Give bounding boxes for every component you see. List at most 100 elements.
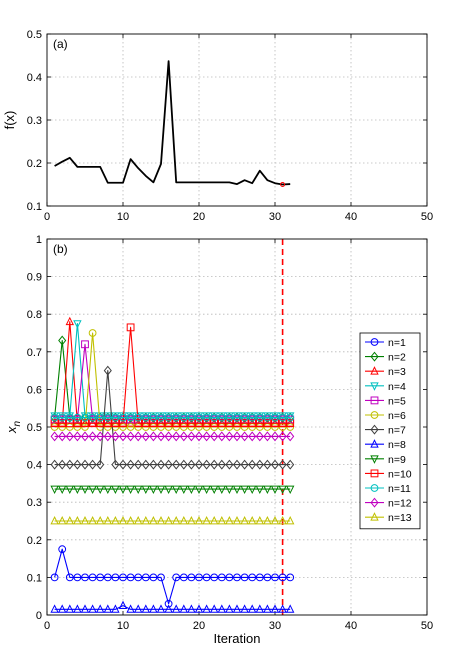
axes-frame <box>46 238 428 616</box>
y-tick-label: 0.2 <box>27 158 42 170</box>
data-point <box>187 431 196 442</box>
data-point <box>263 413 272 422</box>
data-point <box>278 573 287 582</box>
data-point <box>263 515 272 525</box>
data-point <box>217 515 227 525</box>
data-point <box>187 573 196 582</box>
data-point <box>149 413 158 422</box>
data-point <box>225 604 234 613</box>
data-point <box>225 413 234 422</box>
data-point <box>141 419 150 428</box>
x-tick-label: 40 <box>345 211 357 223</box>
data-point <box>81 419 89 428</box>
data-point <box>195 419 203 428</box>
panel-label-b: (b) <box>53 242 68 256</box>
y-tick-label: 0.2 <box>27 535 42 547</box>
data-point <box>126 323 135 332</box>
data-point <box>73 604 82 613</box>
legend-label: n=12 <box>388 498 412 510</box>
legend-label: n=6 <box>388 410 406 422</box>
data-point <box>157 419 165 428</box>
data-point <box>65 316 75 326</box>
data-point <box>65 413 74 422</box>
data-point <box>80 431 90 442</box>
data-point <box>58 459 67 470</box>
legend-label: n=4 <box>388 381 406 393</box>
data-point <box>278 485 287 495</box>
data-point <box>50 604 59 613</box>
data-point <box>88 419 97 428</box>
data-point <box>149 573 158 582</box>
data-point <box>217 431 226 442</box>
legend-marker <box>370 351 379 362</box>
data-point <box>217 573 226 582</box>
series-n=10 <box>50 323 295 428</box>
series-n=9 <box>50 485 295 495</box>
data-point <box>179 485 189 495</box>
data-point <box>141 459 150 470</box>
data-point <box>80 412 90 421</box>
y-tick-label: 0.6 <box>27 384 42 396</box>
data-point <box>210 431 219 442</box>
data-point <box>248 419 257 428</box>
data-point <box>65 485 75 495</box>
data-point <box>217 459 226 470</box>
data-point <box>133 515 143 525</box>
data-point <box>248 431 257 442</box>
data-point <box>195 413 203 422</box>
data-point <box>187 485 196 495</box>
legend-item: n=6 <box>365 410 406 422</box>
data-point <box>172 573 181 582</box>
data-point <box>96 413 105 422</box>
data-point <box>172 413 181 422</box>
data-point <box>65 459 74 470</box>
data-point <box>202 485 211 495</box>
y-axis-label-b: xn <box>4 421 23 435</box>
y-tick-label: 0.1 <box>27 201 42 213</box>
data-point <box>50 573 59 582</box>
data-point <box>80 515 90 525</box>
data-point <box>149 431 158 442</box>
legend-marker <box>370 455 379 464</box>
data-point <box>119 413 127 422</box>
legend-label: n=2 <box>388 352 406 364</box>
data-point <box>50 459 59 470</box>
legend-box <box>359 332 421 530</box>
data-point <box>133 604 143 613</box>
data-point <box>118 459 128 470</box>
data-point <box>171 604 181 613</box>
data-point <box>164 485 173 495</box>
data-point <box>172 431 181 442</box>
data-point <box>225 573 234 582</box>
series-line <box>54 548 291 605</box>
legend-item: n=2 <box>365 352 406 364</box>
x-tick-label: 10 <box>117 620 129 632</box>
data-point <box>80 459 90 470</box>
data-point <box>80 604 90 613</box>
y-tick-label: 0.5 <box>27 29 42 41</box>
data-point <box>118 485 128 495</box>
data-point <box>179 413 188 422</box>
data-point <box>202 431 211 442</box>
data-point <box>286 573 295 582</box>
data-point <box>171 485 181 495</box>
data-point <box>263 573 272 582</box>
legend-marker <box>370 382 379 391</box>
data-point <box>255 515 265 525</box>
data-point <box>270 604 280 613</box>
data-point <box>194 459 204 470</box>
data-point <box>81 413 89 422</box>
data-point <box>187 419 196 428</box>
data-point <box>126 573 135 582</box>
x-tick-label: 20 <box>193 620 205 632</box>
panel-label-a: (a) <box>53 37 68 51</box>
data-point <box>232 604 242 613</box>
data-point <box>164 604 173 613</box>
data-point <box>65 515 75 525</box>
data-point <box>255 604 265 613</box>
data-point <box>210 413 219 422</box>
series-n=11 <box>50 413 295 422</box>
data-point <box>217 604 227 613</box>
data-point <box>88 573 97 582</box>
data-point <box>286 413 295 422</box>
